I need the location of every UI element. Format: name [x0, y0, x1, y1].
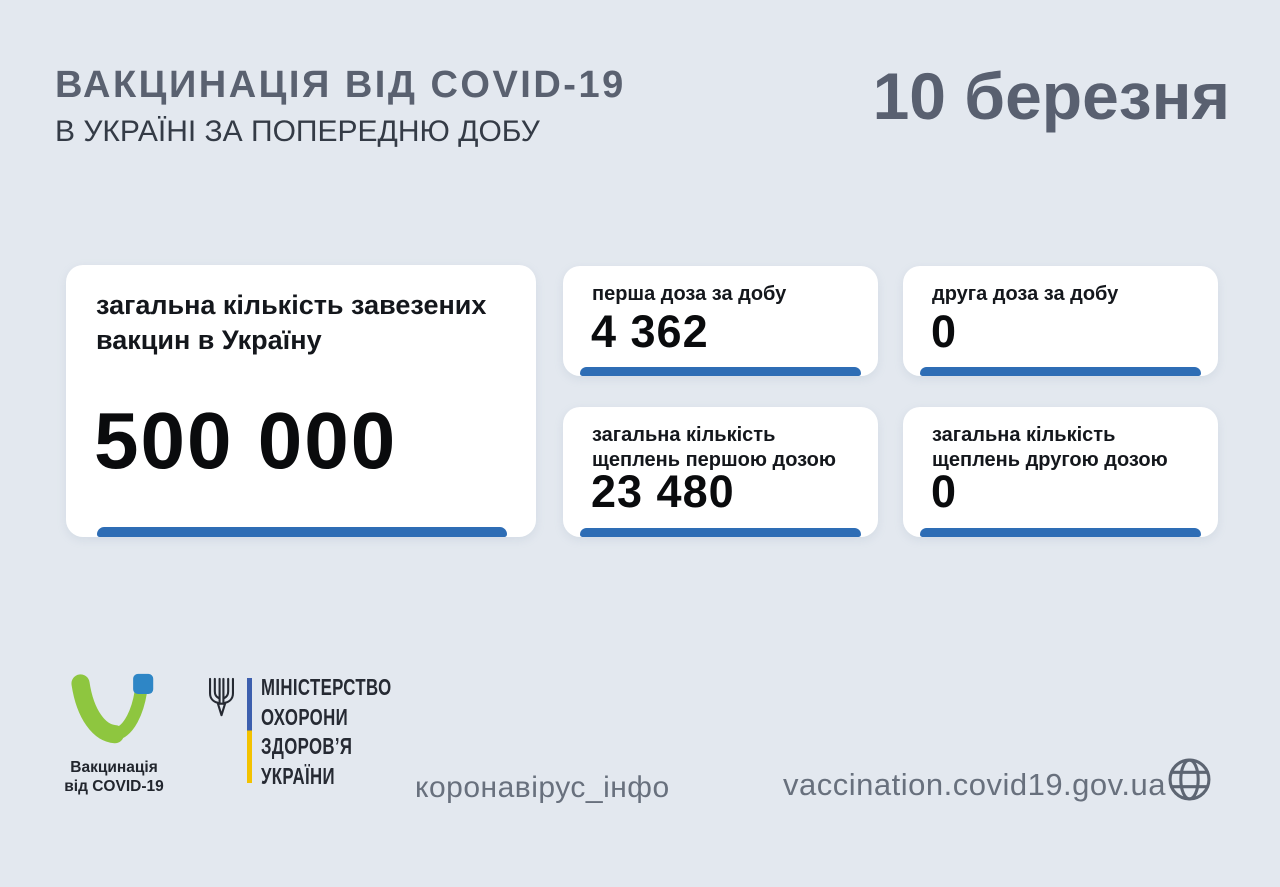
page-subtitle: В УКРАЇНІ ЗА ПОПЕРЕДНЮ ДОБУ — [55, 115, 540, 148]
accent-bar — [920, 528, 1201, 537]
card-total-delivered-value: 500 000 — [94, 396, 398, 485]
card-first-dose-day-label: перша доза за добу — [592, 283, 787, 305]
card-first-dose-day: перша доза за добу 4 362 — [563, 266, 878, 376]
vaccination-caption-line2: від COVID-19 — [64, 778, 164, 796]
accent-bar — [920, 367, 1201, 376]
vaccination-logo-icon — [68, 672, 160, 765]
card-second-dose-day: друга доза за добу 0 — [903, 266, 1218, 376]
page-title: ВАКЦИНАЦІЯ ВІД COVID-19 — [55, 64, 626, 106]
ministry-logo-text: МІНІСТЕРСТВО ОХОРОНИ ЗДОРОВ’Я УКРАЇНИ — [261, 673, 391, 791]
website-link[interactable]: vaccination.covid19.gov.ua — [783, 767, 1166, 802]
accent-bar — [97, 527, 507, 537]
ministry-line-2: ОХОРОНИ — [261, 703, 349, 730]
card-second-dose-total-label: загальна кількість щеплень другою дозою — [932, 424, 1168, 472]
flag-bar — [247, 678, 252, 783]
accent-bar — [580, 528, 861, 537]
trident-icon — [206, 677, 237, 724]
vaccination-caption-line1: Вакцинація — [70, 759, 158, 776]
header: ВАКЦИНАЦІЯ ВІД COVID-19 В УКРАЇНІ ЗА ПОП… — [55, 64, 626, 149]
ministry-line-4: УКРАЇНИ — [261, 762, 335, 789]
globe-icon — [1167, 757, 1212, 807]
ministry-line-3: ЗДОРОВ’Я — [261, 733, 353, 759]
ministry-line-1: МІНІСТЕРСТВО — [261, 674, 392, 700]
card-first-dose-total-value: 23 480 — [591, 466, 735, 517]
vaccination-logo-caption: Вакцинація від COVID-19 — [53, 758, 175, 797]
accent-bar — [580, 367, 861, 376]
card-first-dose-total-label: загальна кількість щеплень першою дозою — [592, 424, 836, 472]
channel-name[interactable]: коронавірус_інфо — [415, 771, 670, 804]
card-first-dose-total: загальна кількість щеплень першою дозою … — [563, 407, 878, 537]
card-second-dose-total-value: 0 — [931, 466, 958, 517]
date-label: 10 березня — [872, 59, 1230, 133]
card-second-dose-total: загальна кількість щеплень другою дозою … — [903, 407, 1218, 537]
card-total-delivered: загальна кількість завезених вакцин в Ук… — [66, 265, 536, 537]
card-second-dose-day-label: друга доза за добу — [932, 283, 1119, 305]
card-first-dose-day-value: 4 362 — [591, 306, 709, 357]
card-total-delivered-label: загальна кількість завезених вакцин в Ук… — [96, 290, 487, 356]
card-second-dose-day-value: 0 — [931, 306, 958, 357]
